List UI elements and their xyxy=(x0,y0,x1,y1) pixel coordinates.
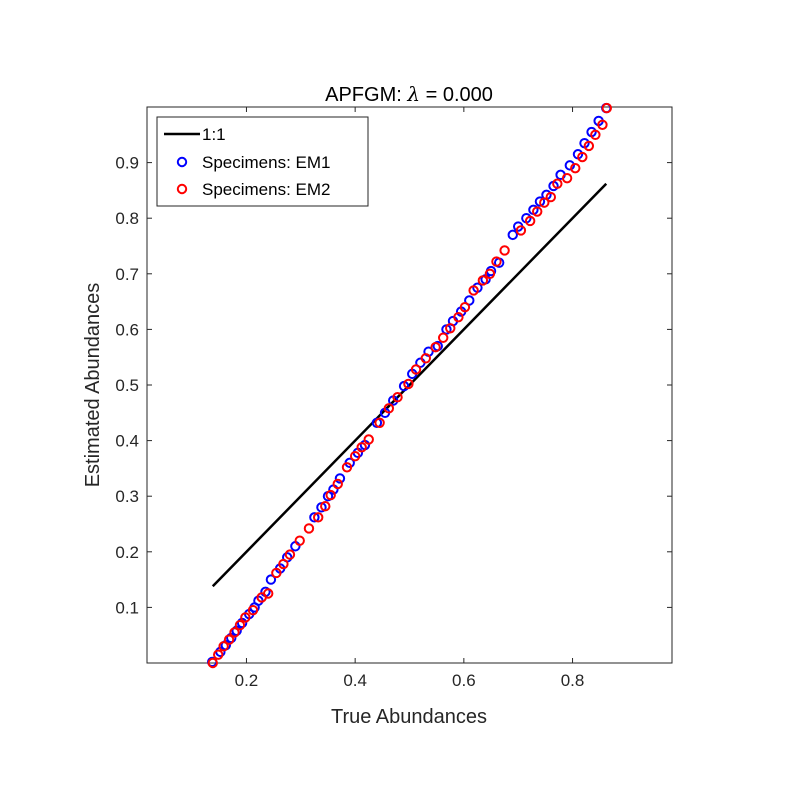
data-point xyxy=(468,285,479,296)
data-point xyxy=(403,378,414,390)
data-point xyxy=(349,450,361,462)
data-point xyxy=(577,151,588,163)
data-point xyxy=(477,275,489,286)
legend-box xyxy=(156,116,369,207)
series-layer xyxy=(207,102,612,669)
data-point xyxy=(437,332,449,343)
data-point xyxy=(545,191,557,203)
y-tick-label: 0.2 xyxy=(115,543,139,562)
data-point xyxy=(374,417,385,429)
data-point xyxy=(507,229,518,241)
y-tick-label: 0.9 xyxy=(115,154,139,173)
data-point xyxy=(590,129,601,141)
x-tick-label: 0.6 xyxy=(452,671,476,690)
data-point xyxy=(561,172,573,184)
data-point xyxy=(564,160,576,171)
data-point xyxy=(265,574,277,585)
data-point xyxy=(325,489,336,501)
data-point xyxy=(491,256,502,267)
x-tick-label: 0.2 xyxy=(235,671,259,690)
chart-title: APFGM: λ = 0.000 xyxy=(325,82,493,106)
data-point xyxy=(499,245,510,256)
data-point xyxy=(515,225,527,236)
data-point xyxy=(459,301,471,313)
legend-marker-em1 xyxy=(176,156,188,168)
legend: 1:1 Specimens: EM1 Specimens: EM2 xyxy=(156,116,369,207)
data-point xyxy=(570,162,581,174)
legend-label-1to1: 1:1 xyxy=(202,125,226,144)
data-point xyxy=(271,567,282,579)
data-point xyxy=(453,311,464,323)
y-tick-label: 0.3 xyxy=(115,487,139,506)
y-axis: 0.1 0.2 0.3 0.4 0.5 0.6 0.7 0.8 0.9 xyxy=(115,154,672,617)
data-point xyxy=(552,178,563,189)
data-point xyxy=(303,523,315,534)
data-point xyxy=(601,102,612,114)
data-point xyxy=(284,549,296,560)
data-point xyxy=(278,558,289,570)
data-point xyxy=(223,634,235,645)
data-point xyxy=(383,403,395,414)
data-point xyxy=(212,649,224,660)
data-point xyxy=(332,478,343,490)
data-point xyxy=(524,215,536,227)
data-point xyxy=(410,364,422,375)
legend-marker-em2 xyxy=(176,183,188,195)
data-point xyxy=(445,323,456,334)
data-point xyxy=(262,588,274,599)
y-tick-label: 0.6 xyxy=(115,320,139,339)
data-point xyxy=(309,512,320,523)
data-point xyxy=(532,206,543,217)
data-point xyxy=(420,353,432,364)
y-tick-label: 0.4 xyxy=(115,432,139,451)
data-point xyxy=(234,619,246,631)
y-tick-label: 0.8 xyxy=(115,209,139,228)
data-point xyxy=(320,501,331,512)
y-axis-label: Estimated Abundances xyxy=(82,283,104,488)
data-point xyxy=(363,434,374,445)
data-point xyxy=(218,641,229,652)
series-em2 xyxy=(207,102,612,669)
chart-title-symbol: λ xyxy=(406,82,420,106)
data-point xyxy=(430,341,441,353)
y-tick-label: 0.5 xyxy=(115,376,139,395)
data-point xyxy=(334,473,346,484)
data-point xyxy=(597,119,608,130)
one-to-one-line xyxy=(211,182,608,588)
data-point xyxy=(583,140,595,152)
chart-title-prefix: APFGM: xyxy=(325,84,407,106)
data-point xyxy=(341,462,353,473)
legend-label-em1: Specimens: EM1 xyxy=(202,153,331,172)
chart-title-suffix: = 0.000 xyxy=(420,84,493,106)
data-point xyxy=(356,442,367,453)
data-point xyxy=(534,196,546,207)
x-axis: 0.2 0.4 0.6 0.8 xyxy=(235,107,585,690)
y-tick-label: 0.7 xyxy=(115,265,139,284)
data-point xyxy=(229,627,240,638)
data-point xyxy=(207,657,218,669)
data-point xyxy=(240,612,251,623)
data-point xyxy=(484,268,496,279)
legend-label-em2: Specimens: EM2 xyxy=(202,180,331,199)
data-point xyxy=(294,535,305,546)
y-tick-label: 0.1 xyxy=(115,598,139,617)
data-point xyxy=(247,604,259,616)
data-point xyxy=(392,392,403,403)
x-tick-label: 0.4 xyxy=(343,671,367,690)
x-axis-label: True Abundances xyxy=(331,706,487,728)
data-point xyxy=(312,512,324,523)
line-layer xyxy=(211,182,608,588)
x-tick-label: 0.8 xyxy=(561,671,585,690)
data-point xyxy=(539,197,550,208)
